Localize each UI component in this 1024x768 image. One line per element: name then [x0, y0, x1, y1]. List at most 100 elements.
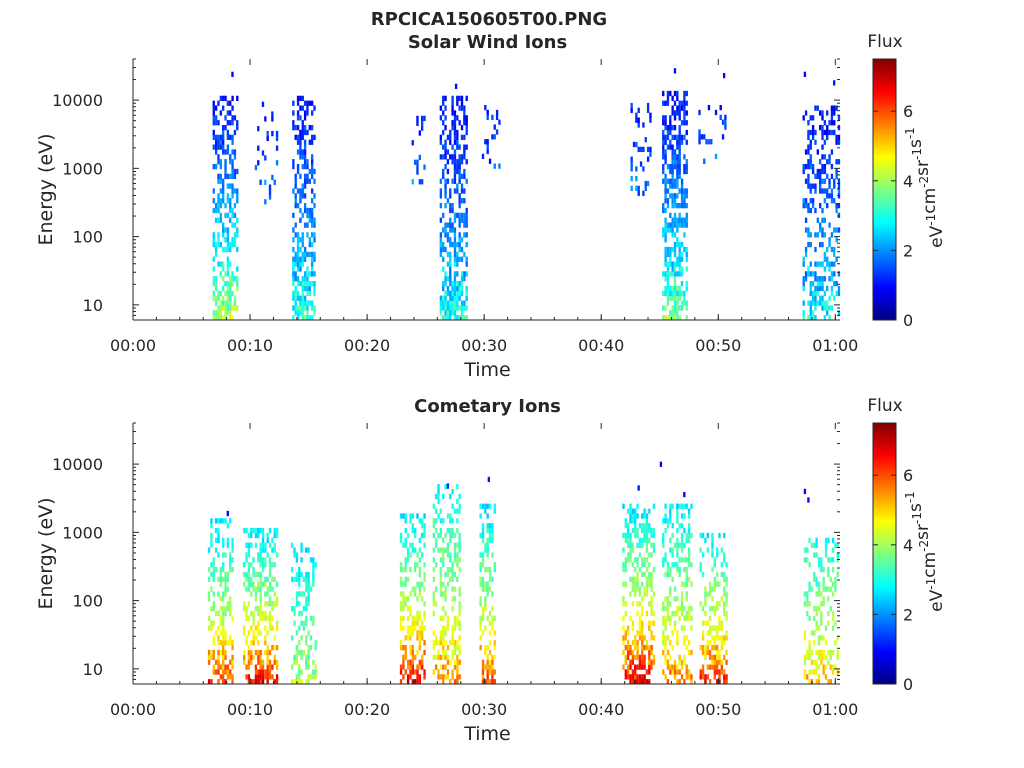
data-cell	[486, 139, 489, 145]
colorbar-step	[873, 165, 896, 169]
data-cell	[669, 315, 672, 321]
data-cell	[622, 581, 625, 587]
data-cell	[456, 129, 459, 136]
data-cell	[460, 256, 464, 262]
data-cell	[451, 202, 454, 209]
data-cell	[683, 659, 686, 665]
data-cell	[229, 134, 232, 141]
data-cell	[662, 227, 665, 233]
data-cell	[254, 664, 258, 670]
data-cell	[662, 562, 665, 568]
data-cell	[815, 576, 818, 583]
data-cell	[421, 630, 424, 636]
data-cell	[231, 645, 234, 651]
data-cell	[706, 630, 709, 636]
data-cell	[486, 679, 489, 685]
data-cell	[418, 679, 422, 685]
data-cell	[268, 674, 272, 680]
data-cell	[421, 625, 424, 631]
data-cell	[402, 674, 405, 680]
data-cell	[299, 134, 302, 141]
data-cell	[811, 124, 815, 131]
data-cell	[465, 115, 468, 121]
data-cell	[460, 154, 464, 160]
data-cell	[808, 654, 811, 661]
data-cell	[404, 649, 407, 656]
data-cell	[484, 601, 487, 607]
data-cell	[402, 513, 405, 519]
data-cell	[299, 207, 302, 214]
data-cell	[671, 173, 674, 180]
data-cell	[293, 547, 296, 553]
data-cell	[313, 178, 316, 184]
colorbar-step	[873, 156, 896, 160]
data-cell	[453, 115, 457, 121]
data-cell	[802, 315, 805, 321]
data-cell	[446, 615, 450, 622]
data-cell	[421, 664, 424, 670]
data-cell	[268, 527, 272, 534]
data-cell	[813, 630, 816, 636]
data-cell	[313, 256, 316, 262]
data-cell	[676, 271, 679, 277]
data-cell	[261, 532, 265, 539]
data-cell	[259, 649, 262, 656]
data-cell	[453, 679, 457, 685]
data-cell	[637, 185, 640, 192]
data-cell	[676, 508, 679, 514]
data-cell	[463, 305, 466, 311]
data-cell	[423, 542, 426, 548]
data-cell	[807, 202, 810, 209]
colorbar-tick-label: 6	[903, 466, 913, 485]
data-cell	[214, 120, 218, 126]
data-cell	[666, 649, 670, 656]
data-cell	[257, 532, 260, 539]
data-cell	[442, 212, 445, 219]
data-cell	[219, 596, 223, 602]
data-cell	[453, 596, 457, 602]
data-cell	[268, 669, 272, 675]
colorbar-step	[873, 553, 896, 557]
data-cell	[631, 576, 635, 583]
colorbar-step	[873, 93, 896, 97]
colorbar-step	[873, 570, 896, 574]
data-cell	[247, 615, 251, 622]
data-cell	[821, 281, 824, 287]
data-cell	[823, 305, 827, 311]
data-cell	[680, 547, 684, 553]
colorbar-step	[873, 679, 896, 683]
data-cell	[706, 649, 709, 656]
data-cell	[810, 542, 814, 548]
data-cell	[222, 232, 225, 238]
data-cell	[453, 659, 457, 665]
data-cell	[479, 503, 482, 509]
data-cell	[236, 168, 239, 175]
data-cell	[257, 126, 260, 132]
data-cell	[222, 537, 225, 544]
data-cell	[404, 557, 407, 563]
data-cell	[671, 193, 674, 199]
data-cell	[449, 527, 452, 534]
data-cell	[821, 276, 824, 282]
data-cell	[296, 110, 300, 116]
data-cell	[423, 625, 426, 631]
data-cell	[418, 557, 422, 563]
data-cell	[219, 571, 223, 578]
data-cell	[488, 537, 492, 544]
colorbar-step	[873, 246, 896, 249]
data-cell	[680, 542, 684, 548]
data-cell	[465, 124, 468, 131]
data-cell	[626, 557, 630, 563]
data-cell	[292, 159, 295, 165]
data-cell	[666, 281, 670, 287]
data-cell	[217, 261, 220, 267]
data-cell	[833, 178, 836, 184]
data-cell	[456, 615, 459, 622]
data-cell	[453, 124, 457, 131]
data-cell	[453, 212, 457, 219]
data-cell	[229, 207, 232, 214]
colorbar-step	[873, 259, 896, 262]
data-cell	[266, 601, 269, 607]
data-cell	[671, 202, 674, 209]
data-cell	[303, 256, 307, 262]
